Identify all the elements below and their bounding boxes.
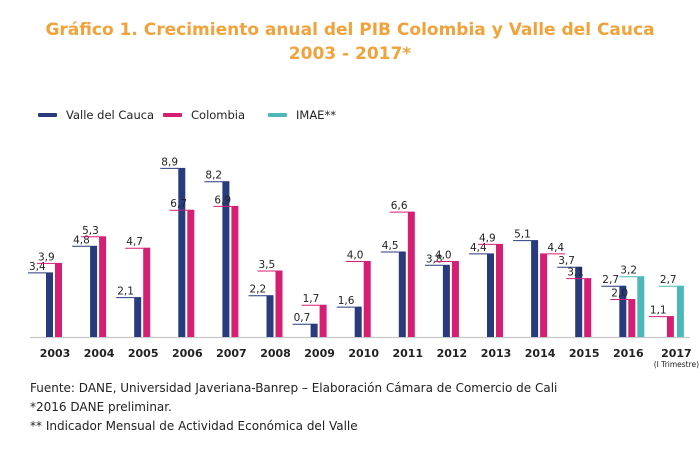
x-tick-label: 2007 [216,347,247,360]
legend-label: Valle del Cauca [66,108,155,122]
bar-valle-del-cauca-2009 [310,323,318,337]
legend-swatch [38,113,57,117]
source-note: Fuente: DANE, Universidad Javeriana-Banr… [30,381,558,395]
x-tick-label: 2015 [569,347,600,360]
legend-item-2: Colombia [163,108,245,122]
bar-colombia-2004 [99,236,107,337]
data-label: 3,8 [426,253,443,265]
data-label: 2,7 [660,274,677,286]
x-tick-label: 2013 [481,347,512,360]
x-tick-label: 2009 [304,347,335,360]
bar-colombia-2012 [451,261,459,337]
x-tick-label: 2003 [40,347,71,360]
data-label: 3,1 [567,267,584,279]
legend-label: IMAE** [296,108,336,122]
data-label: 4,0 [347,250,364,262]
bar-colombia-2010 [363,261,371,337]
data-label: 3,9 [38,251,55,263]
data-label: 8,9 [161,156,178,168]
legend-label: Colombia [191,108,246,122]
legend-item-3: IMAE** [268,108,336,122]
bar-valle-del-cauca-2004 [90,245,98,337]
data-label: 2,7 [602,274,619,286]
bar-colombia-2011 [407,211,415,337]
bar-valle-del-cauca-2014 [531,240,539,337]
data-label: 4,7 [126,236,143,248]
data-label: 6,6 [391,200,408,212]
bar-valle-del-cauca-2011 [398,251,406,337]
legend-swatch [268,113,287,117]
bar-valle-del-cauca-2008 [266,295,274,337]
bar-chart: 3,43,920034,85,320042,14,720058,96,72006… [28,156,699,369]
chart-subtitle: 2003 - 2017* [288,44,412,64]
bar-colombia-2005 [143,247,151,337]
x-tick-sublabel: (I Trimestre) [654,360,699,369]
x-tick-label: 2004 [84,347,115,360]
bar-valle-del-cauca-2007 [222,181,230,337]
data-label: 1,7 [303,293,320,305]
bar-valle-del-cauca-2016 [619,285,627,337]
x-tick-label: 2006 [172,347,203,360]
legend-swatch [163,113,182,117]
chart-title: Gráfico 1. Crecimiento anual del PIB Col… [45,20,655,40]
bar-valle-del-cauca-2005 [134,297,142,337]
data-label: 4,5 [382,240,399,252]
bar-imae--2016 [637,276,645,337]
bar-colombia-2009 [319,304,327,337]
data-label: 1,6 [338,295,355,307]
x-tick-label: 2012 [437,347,468,360]
data-label: 4,0 [435,250,452,262]
data-label: 1,1 [650,305,667,317]
data-label: 2,2 [250,284,267,296]
x-tick-label: 2005 [128,347,159,360]
bar-valle-del-cauca-2015 [575,266,583,337]
data-label: 3,5 [259,259,276,271]
bar-valle-del-cauca-2010 [354,306,362,337]
footnote-imae: ** Indicador Mensual de Actividad Económ… [30,419,358,433]
data-label: 3,7 [558,255,575,267]
data-label: 2,0 [611,288,628,300]
data-label: 8,2 [205,170,222,182]
bar-colombia-2016 [628,299,636,337]
x-tick-label: 2011 [392,347,423,360]
bar-imae--2017 [676,285,684,337]
data-label: 5,3 [82,225,99,237]
bar-colombia-2003 [55,262,62,337]
bar-valle-del-cauca-2003 [46,272,53,337]
data-label: 3,2 [620,265,637,277]
data-label: 2,1 [117,286,134,298]
data-label: 5,1 [514,229,531,241]
x-tick-label: 2010 [348,347,379,360]
x-tick-label: 2014 [525,347,556,360]
bar-colombia-2017 [666,316,674,337]
bar-valle-del-cauca-2012 [442,264,450,337]
x-tick-label: 2017 [661,347,692,360]
bar-colombia-2006 [187,209,195,337]
data-label: 6,9 [214,194,231,206]
bar-colombia-2007 [231,205,239,337]
footnote-preliminary: *2016 DANE preliminar. [30,400,172,414]
x-tick-label: 2016 [613,347,644,360]
bar-colombia-2013 [496,243,503,337]
bar-colombia-2014 [540,253,548,337]
bar-valle-del-cauca-2013 [487,253,494,337]
legend-item-1: Valle del Cauca [38,108,154,122]
x-tick-label: 2008 [260,347,291,360]
data-label: 0,7 [294,312,311,324]
bar-colombia-2008 [275,270,283,337]
bar-colombia-2015 [584,278,592,337]
data-label: 4,9 [479,232,496,244]
data-label: 4,4 [547,242,564,254]
data-label: 6,7 [170,198,187,210]
bar-valle-del-cauca-2006 [178,167,186,337]
